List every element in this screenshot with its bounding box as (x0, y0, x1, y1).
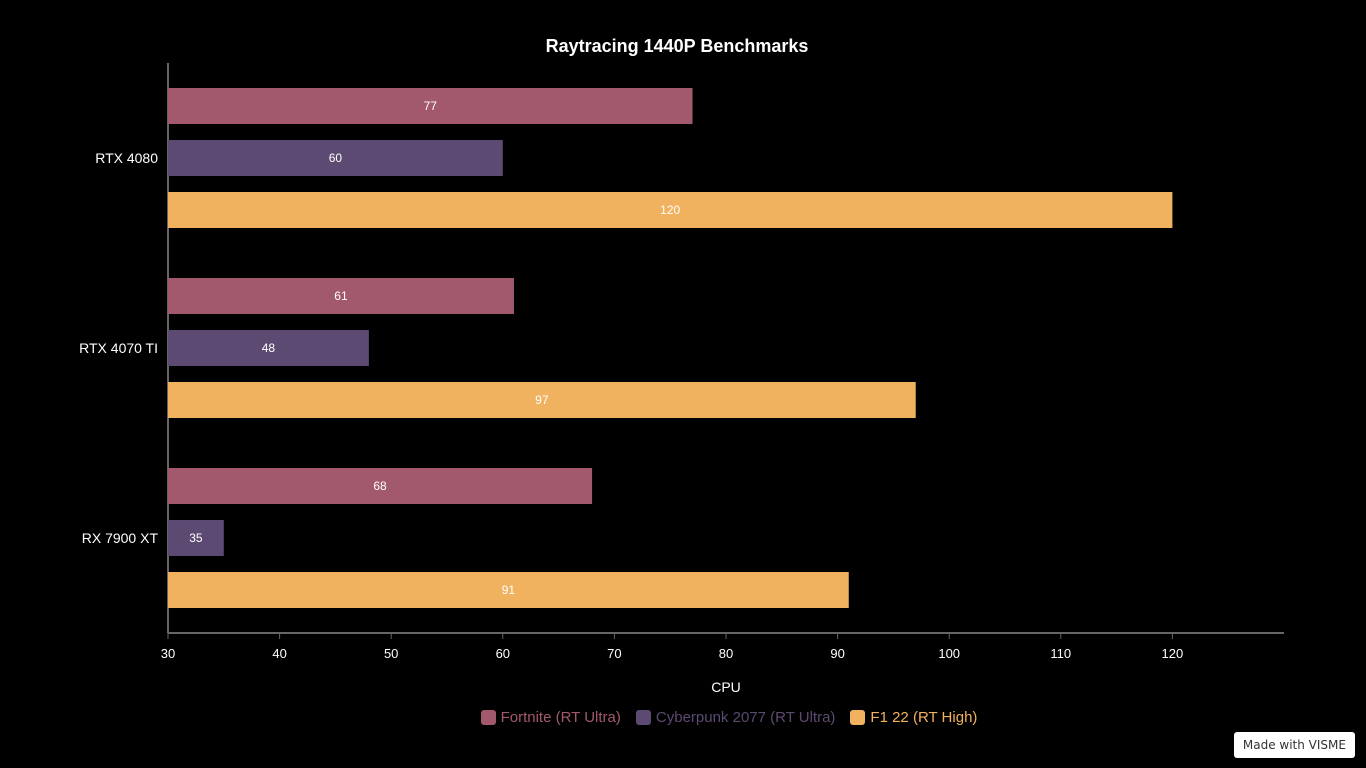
bar (168, 468, 593, 504)
x-tick-label: 60 (496, 646, 510, 661)
category-label: RTX 4070 TI (79, 340, 158, 356)
bar (168, 520, 224, 556)
x-tick-label: 80 (719, 646, 733, 661)
bar-value-label: 97 (535, 393, 549, 407)
legend-swatch-f1 (850, 710, 866, 725)
x-axis-label: CPU (711, 679, 741, 695)
bar (168, 88, 693, 124)
x-tick-label: 40 (272, 646, 286, 661)
bar (168, 140, 503, 176)
category-label: RX 7900 XT (82, 530, 159, 546)
bar (168, 382, 916, 418)
legend: Fortnite (RT Ultra) Cyberpunk 2077 (RT U… (0, 709, 1366, 726)
x-tick-label: 110 (1050, 646, 1071, 661)
bar-value-label: 35 (189, 531, 203, 545)
bar (168, 572, 849, 608)
legend-label-fortnite: Fortnite (RT Ultra) (500, 709, 621, 726)
bar-value-label: 120 (660, 203, 680, 217)
bar-value-label: 68 (373, 479, 387, 493)
legend-label-cyberpunk: Cyberpunk 2077 (RT Ultra) (655, 709, 836, 726)
chart-title: Raytracing 1440P Benchmarks (545, 36, 809, 56)
bar (168, 192, 1173, 228)
x-tick-label: 30 (161, 646, 175, 661)
legend-swatch-cyberpunk (635, 710, 651, 725)
bar-value-label: 60 (329, 151, 343, 165)
bar-value-label: 61 (334, 289, 348, 303)
category-label: RTX 4080 (95, 150, 158, 166)
bar (168, 278, 514, 314)
x-tick-label: 50 (384, 646, 398, 661)
bar (168, 330, 369, 366)
legend-item-cyberpunk[interactable]: Cyberpunk 2077 (RT Ultra) (635, 709, 836, 726)
legend-label-f1: F1 22 (RT High) (870, 709, 978, 726)
legend-swatch-fortnite (480, 710, 496, 725)
made-with-visme-badge[interactable]: Made with VISME (1233, 732, 1355, 758)
x-tick-label: 100 (938, 646, 960, 661)
bar-value-label: 77 (424, 99, 438, 113)
bar-value-label: 91 (502, 583, 516, 597)
bar-value-label: 48 (262, 341, 276, 355)
legend-item-fortnite[interactable]: Fortnite (RT Ultra) (480, 709, 621, 726)
x-tick-label: 90 (830, 646, 844, 661)
legend-item-f1[interactable]: F1 22 (RT High) (850, 709, 977, 726)
x-tick-label: 120 (1162, 646, 1184, 661)
x-tick-label: 70 (607, 646, 621, 661)
